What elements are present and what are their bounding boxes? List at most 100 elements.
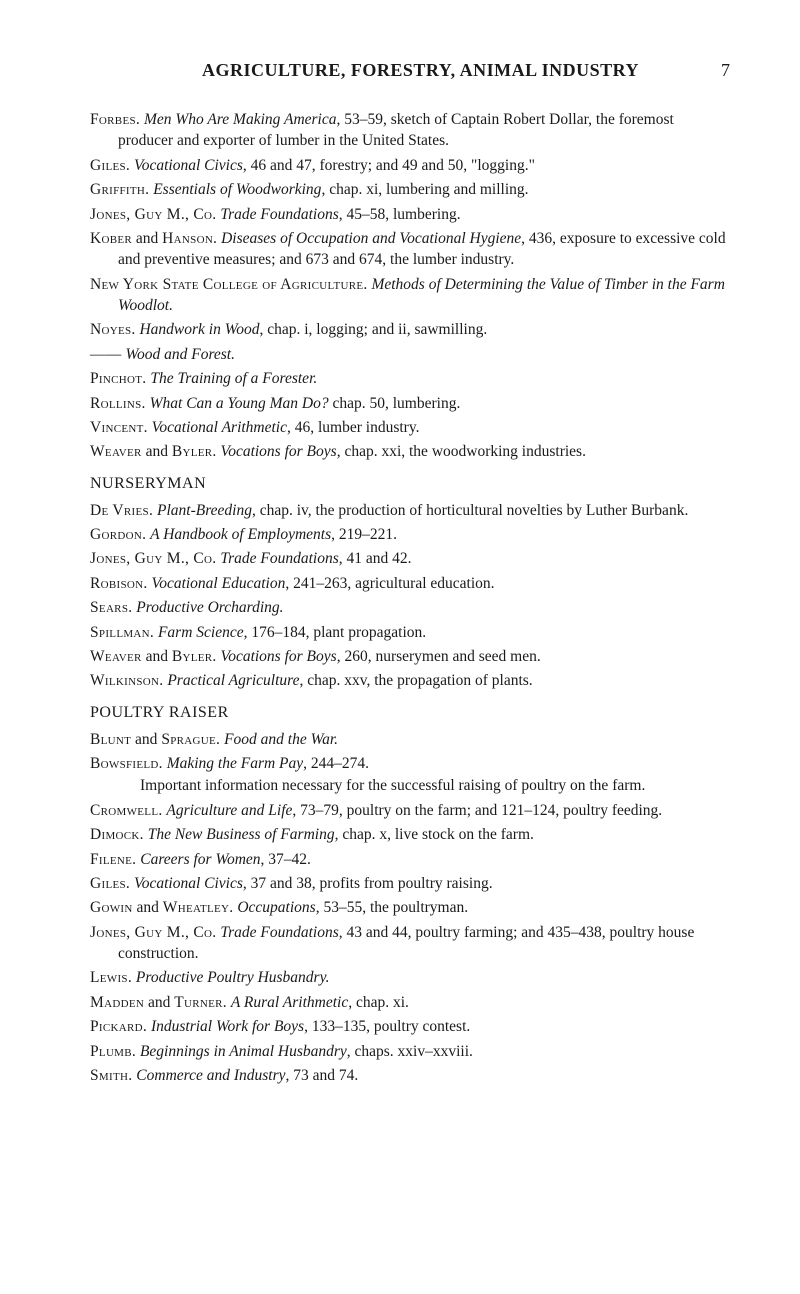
entry-title: Handwork in Wood: [139, 321, 259, 338]
entry-description: , 260, nurserymen and seed men.: [337, 648, 541, 665]
entry-author-2: Byler.: [172, 443, 217, 460]
entry-author: Noyes.: [90, 321, 136, 338]
entry-author: Pinchot.: [90, 370, 146, 387]
entry-author: Robison.: [90, 575, 148, 592]
entry-description: , 46 and 47, forestry; and 49 and 50, "l…: [243, 157, 535, 174]
entry-title: What Can a Young Man Do?: [150, 395, 329, 412]
section-heading: POULTRY RAISER: [90, 704, 730, 722]
bibliography-entry: Robison. Vocational Education, 241–263, …: [90, 573, 730, 594]
entry-description: , chap. xxi, the woodworking industries.: [337, 443, 586, 460]
entry-description: , 176–184, plant propagation.: [244, 624, 427, 641]
bibliography-entry: Bowsfield. Making the Farm Pay, 244–274.: [90, 753, 730, 774]
entry-author-2: Hanson.: [162, 230, 217, 247]
entry-title: Agriculture and Life: [166, 802, 292, 819]
entry-author: Jones, Guy M., Co.: [90, 206, 216, 223]
bibliography-entry: Smith. Commerce and Industry, 73 and 74.: [90, 1065, 730, 1086]
entry-title: Practical Agriculture: [167, 672, 299, 689]
entry-title: Vocational Civics: [134, 157, 243, 174]
entry-title: Productive Orcharding.: [136, 599, 283, 616]
entry-author: ——: [90, 346, 122, 363]
entry-description: , chap. x, live stock on the farm.: [335, 826, 534, 843]
bibliography-entry: Wilkinson. Practical Agriculture, chap. …: [90, 670, 730, 691]
entry-author-2: Turner.: [174, 994, 227, 1011]
entry-title: Industrial Work for Boys: [151, 1018, 304, 1035]
bibliography-entry: Gowin and Wheatley. Occupations, 53–55, …: [90, 897, 730, 918]
entry-description: , chap. iv, the production of horticultu…: [252, 502, 688, 519]
bibliography-entry: Plumb. Beginnings in Animal Husbandry, c…: [90, 1041, 730, 1062]
entry-author: Filene.: [90, 851, 136, 868]
entry-title: Essentials of Woodworking: [153, 181, 321, 198]
entry-author: Spillman.: [90, 624, 154, 641]
entry-title: Wood and Forest.: [125, 346, 235, 363]
entry-title: Occupations: [237, 899, 315, 916]
entry-title: Careers for Women: [140, 851, 260, 868]
entry-description: chap. 50, lumbering.: [329, 395, 461, 412]
entry-description: , 41 and 42.: [339, 550, 412, 567]
bibliography-entry: Vincent. Vocational Arithmetic, 46, lumb…: [90, 417, 730, 438]
bibliography-entry: Pinchot. The Training of a Forester.: [90, 368, 730, 389]
bibliography-entry: Dimock. The New Business of Farming, cha…: [90, 824, 730, 845]
entry-author: Weaver: [90, 648, 142, 665]
bibliography-content: Forbes. Men Who Are Making America, 53–5…: [90, 109, 730, 1086]
entry-description: , 53–55, the poultryman.: [316, 899, 468, 916]
bibliography-entry: Filene. Careers for Women, 37–42.: [90, 849, 730, 870]
bibliography-entry: Giles. Vocational Civics, 37 and 38, pro…: [90, 873, 730, 894]
entry-title: Making the Farm Pay: [167, 755, 303, 772]
bibliography-entry: Weaver and Byler. Vocations for Boys, ch…: [90, 441, 730, 462]
entry-description: , 37–42.: [261, 851, 311, 868]
bibliography-entry: Jones, Guy M., Co. Trade Foundations, 45…: [90, 204, 730, 225]
entry-description: , 46, lumber industry.: [287, 419, 419, 436]
entry-title: Beginnings in Animal Husbandry: [140, 1043, 347, 1060]
header-title: AGRICULTURE, FORESTRY, ANIMAL INDUSTRY: [90, 60, 721, 81]
entry-description: , chap. i, logging; and ii, sawmilling.: [259, 321, 487, 338]
entry-author: Giles.: [90, 875, 130, 892]
bibliography-entry: Forbes. Men Who Are Making America, 53–5…: [90, 109, 730, 152]
entry-description: , 37 and 38, profits from poultry raisin…: [243, 875, 493, 892]
entry-author: Madden: [90, 994, 144, 1011]
entry-author: New York State College of Agriculture.: [90, 276, 368, 293]
bibliography-entry: Griffith. Essentials of Woodworking, cha…: [90, 179, 730, 200]
bibliography-entry: Rollins. What Can a Young Man Do? chap. …: [90, 393, 730, 414]
entry-title: Vocations for Boys: [220, 648, 336, 665]
entry-author-2: Wheatley.: [163, 899, 234, 916]
entry-description: , 45–58, lumbering.: [339, 206, 461, 223]
entry-author: Jones, Guy M., Co.: [90, 924, 216, 941]
entry-description: , chap. xi.: [348, 994, 409, 1011]
entry-title: Food and the War.: [224, 731, 338, 748]
entry-title: Vocational Arithmetic: [152, 419, 287, 436]
entry-author: Bowsfield.: [90, 755, 163, 772]
entry-author: Dimock.: [90, 826, 144, 843]
entry-author: Vincent.: [90, 419, 148, 436]
bibliography-entry: Kober and Hanson. Diseases of Occupation…: [90, 228, 730, 271]
bibliography-entry: Lewis. Productive Poultry Husbandry.: [90, 967, 730, 988]
entry-author: Griffith.: [90, 181, 149, 198]
bibliography-entry: Spillman. Farm Science, 176–184, plant p…: [90, 622, 730, 643]
entry-title: Trade Foundations: [220, 550, 338, 567]
entry-author-2: Sprague.: [161, 731, 220, 748]
entry-author: Gowin: [90, 899, 133, 916]
entry-title: Vocational Education: [151, 575, 285, 592]
entry-description: , chap. xxv, the propagation of plants.: [300, 672, 533, 689]
entry-title: Commerce and Industry: [136, 1067, 285, 1084]
entry-title: Farm Science: [158, 624, 244, 641]
entry-title: Trade Foundations: [220, 924, 338, 941]
entry-author: Weaver: [90, 443, 142, 460]
entry-author: Forbes.: [90, 111, 140, 128]
entry-description: , 241–263, agricultural education.: [285, 575, 494, 592]
bibliography-entry: Pickard. Industrial Work for Boys, 133–1…: [90, 1016, 730, 1037]
entry-title: Productive Poultry Husbandry.: [136, 969, 330, 986]
entry-author: Wilkinson.: [90, 672, 163, 689]
entry-author-2: Byler.: [172, 648, 217, 665]
entry-author: Rollins.: [90, 395, 146, 412]
bibliography-entry: Madden and Turner. A Rural Arithmetic, c…: [90, 992, 730, 1013]
entry-description: , 73–79, poultry on the farm; and 121–12…: [292, 802, 662, 819]
entry-author: Kober: [90, 230, 132, 247]
bibliography-entry: Cromwell. Agriculture and Life, 73–79, p…: [90, 800, 730, 821]
entry-author: Sears.: [90, 599, 132, 616]
bibliography-entry: New York State College of Agriculture. M…: [90, 274, 730, 317]
entry-author: Plumb.: [90, 1043, 136, 1060]
section-heading: NURSERYMAN: [90, 475, 730, 493]
entry-author: Pickard.: [90, 1018, 147, 1035]
entry-title: Vocational Civics: [134, 875, 243, 892]
bibliography-entry: De Vries. Plant-Breeding, chap. iv, the …: [90, 500, 730, 521]
